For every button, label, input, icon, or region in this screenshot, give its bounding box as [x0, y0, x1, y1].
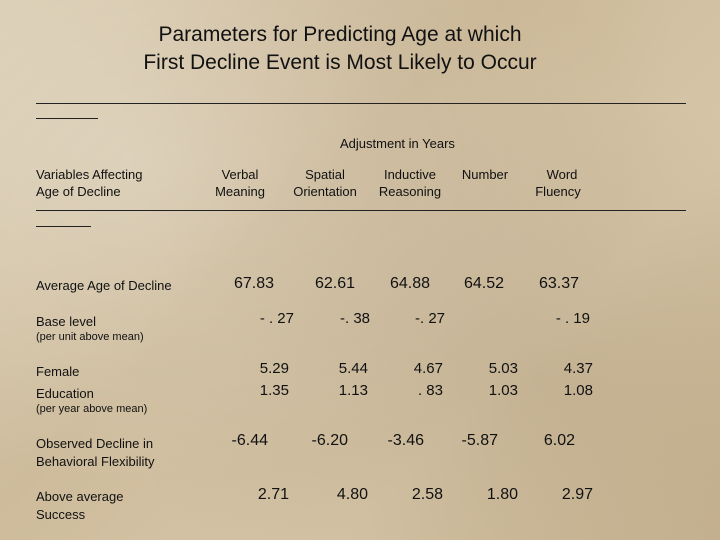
cell-female-number: 5.03: [488, 360, 518, 377]
row-label-base: Base level: [36, 314, 96, 329]
row-label-average: Average Age of Decline: [36, 278, 172, 293]
col-header-word: Word: [546, 167, 578, 182]
cell-female-word: 4.37: [563, 360, 593, 377]
page-title-line1: Parameters for Predicting Age at which: [158, 23, 522, 46]
cell-female-inductive: 4.67: [413, 360, 443, 377]
stub-header-line2: Age of Decline: [36, 184, 121, 199]
cell-education-word: 1.08: [563, 382, 593, 399]
header-rule: [36, 210, 686, 211]
col-header-inductive: Inductive: [383, 167, 437, 182]
cell-base-verbal: - . 27: [259, 310, 294, 327]
row-label-success-2: Success: [36, 507, 86, 522]
cell-success-inductive: 2.58: [411, 486, 443, 503]
cell-base-inductive: -. 27: [414, 310, 445, 327]
top-rule-short: [36, 118, 98, 119]
cell-average-number: 64.52: [463, 275, 504, 292]
cell-average-word: 63.37: [538, 275, 579, 292]
row-note-education: (per year above mean): [36, 403, 148, 415]
col-header-spatial-2: Orientation: [293, 184, 357, 199]
cell-success-number: 1.80: [486, 486, 518, 503]
cell-education-inductive: . 83: [417, 382, 443, 399]
row-label-female: Female: [36, 364, 80, 379]
cell-observed-number: -5.87: [461, 432, 498, 449]
cell-education-spatial: 1.13: [338, 382, 368, 399]
header-rule-short: [36, 226, 91, 227]
cell-observed-verbal: -6.44: [231, 432, 268, 449]
cell-female-verbal: 5.29: [259, 360, 289, 377]
cell-observed-word: 6.02: [543, 432, 575, 449]
row-label-education: Education: [36, 386, 94, 401]
col-header-inductive-2: Reasoning: [378, 184, 442, 199]
cell-base-word: - . 19: [555, 310, 590, 327]
stub-header-line1: Variables Affecting: [36, 167, 143, 182]
adjustment-header: Adjustment in Years: [340, 136, 455, 151]
col-header-spatial: Spatial: [305, 167, 345, 182]
cell-education-number: 1.03: [488, 382, 518, 399]
cell-base-spatial: -. 38: [339, 310, 370, 327]
row-label-observed-1: Observed Decline in: [36, 436, 154, 451]
cell-success-spatial: 4.80: [336, 486, 368, 503]
cell-average-spatial: 62.61: [314, 275, 355, 292]
cell-female-spatial: 5.44: [338, 360, 368, 377]
cell-success-word: 2.97: [561, 486, 593, 503]
top-rule: [36, 103, 686, 104]
cell-education-verbal: 1.35: [259, 382, 289, 399]
cell-observed-inductive: -3.46: [387, 432, 424, 449]
page-title-line2: First Decline Event is Most Likely to Oc…: [143, 51, 537, 74]
row-label-success-1: Above average: [36, 489, 124, 504]
col-header-verbal-2: Meaning: [215, 184, 265, 199]
col-header-number: Number: [461, 167, 509, 182]
cell-success-verbal: 2.71: [257, 486, 289, 503]
col-header-verbal: Verbal: [221, 167, 259, 182]
row-label-observed-2: Behavioral Flexibility: [36, 454, 155, 469]
row-note-base: (per unit above mean): [36, 331, 144, 343]
cell-observed-spatial: -6.20: [311, 432, 348, 449]
col-header-word-2: Fluency: [535, 184, 581, 199]
cell-average-verbal: 67.83: [233, 275, 274, 292]
cell-average-inductive: 64.88: [389, 275, 430, 292]
